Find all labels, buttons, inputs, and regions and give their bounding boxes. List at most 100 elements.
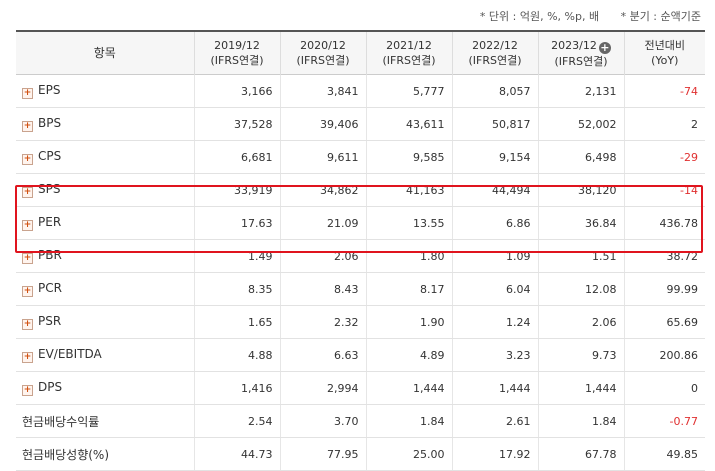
expand-icon[interactable]: + [22,385,33,396]
table-header-row: 항목 2019/12 (IFRS연결) 2020/12 (IFRS연결) 2021/… [16,31,705,75]
value-cell: 8.43 [279,272,366,306]
value-cell: 1.84 [365,404,452,438]
row-label-cell[interactable]: + EV/EBITDA [16,338,194,372]
expand-icon[interactable]: + [22,253,33,264]
value-cell: 2 [623,107,705,141]
add-column-icon[interactable]: + [598,40,611,54]
expand-icon[interactable]: + [22,121,33,132]
value-cell: 6,681 [193,140,280,174]
financial-ratio-table: 항목 2019/12 (IFRS연결) 2020/12 (IFRS연결) 2021/… [16,30,705,471]
value-cell: 3,841 [279,74,366,108]
value-cell: 1,444 [451,371,538,405]
row-label: SPS [38,182,61,196]
value-cell: 50,817 [451,107,538,141]
expand-icon[interactable]: + [22,220,33,231]
value-cell: 38,120 [537,173,624,207]
value-cell: 1.84 [537,404,624,438]
value-cell: 25.00 [365,437,452,471]
table-row: + EV/EBITDA 4.88 6.63 4.89 3.23 9.73 200.86 [16,338,705,372]
row-label-cell: 현금배당성향(%) [16,437,194,471]
value-cell: -0.77 [623,404,705,438]
table-row: 현금배당성향(%) 44.73 77.95 25.00 17.92 67.78 49.85 [16,437,705,471]
table-row: + SPS 33,919 34,862 41,163 44,494 38,120 -14 [16,173,705,207]
expand-icon[interactable]: + [22,286,33,297]
table-row: + BPS 37,528 39,406 43,611 50,817 52,002 2 [16,107,705,141]
value-cell: 9,154 [451,140,538,174]
value-cell: 9.73 [537,338,624,372]
table-row: + PER 17.63 21.09 13.55 6.86 36.84 436.78 [16,206,705,240]
expand-icon[interactable]: + [22,187,33,198]
value-cell: 1.49 [193,239,280,273]
table-row: + PCR 8.35 8.43 8.17 6.04 12.08 99.99 [16,272,705,306]
value-cell: 9,611 [279,140,366,174]
table-row: 현금배당수익률 2.54 3.70 1.84 2.61 1.84 -0.77 [16,404,705,438]
row-label-cell[interactable]: + CPS [16,140,194,174]
value-cell: 8.35 [193,272,280,306]
value-cell: 49.85 [623,437,705,471]
value-cell: 77.95 [279,437,366,471]
value-cell: 1.09 [451,239,538,273]
value-cell: 44.73 [193,437,280,471]
value-cell: 3,166 [193,74,280,108]
row-label-cell[interactable]: + DPS [16,371,194,405]
table-row: + CPS 6,681 9,611 9,585 9,154 6,498 -29 [16,140,705,174]
row-label-cell[interactable]: + PBR [16,239,194,273]
value-cell: 17.92 [451,437,538,471]
row-label-cell[interactable]: + SPS [16,173,194,207]
value-cell: 0 [623,371,705,405]
value-cell: 2,131 [537,74,624,108]
value-cell: 37,528 [193,107,280,141]
value-cell: 33,919 [193,173,280,207]
row-label-cell[interactable]: + BPS [16,107,194,141]
value-cell: -29 [623,140,705,174]
period-note: * 분기 : 순액기준 [620,10,701,23]
value-cell: 1.65 [193,305,280,339]
value-cell: 34,862 [279,173,366,207]
header-2019: 2019/12 (IFRS연결) [193,31,280,75]
row-label: EV/EBITDA [38,347,102,361]
value-cell: 4.89 [365,338,452,372]
value-cell: 3.23 [451,338,538,372]
expand-icon[interactable]: + [22,352,33,363]
row-label: 현금배당수익률 [22,414,100,429]
value-cell: 65.69 [623,305,705,339]
value-cell: -14 [623,173,705,207]
row-label: PSR [38,314,62,328]
header-item: 항목 [16,31,194,75]
table-row: + PBR 1.49 2.06 1.80 1.09 1.51 38.72 [16,239,705,273]
value-cell: 43,611 [365,107,452,141]
value-cell: -74 [623,74,705,108]
row-label-cell[interactable]: + PSR [16,305,194,339]
row-label-cell[interactable]: + PCR [16,272,194,306]
expand-icon[interactable]: + [22,319,33,330]
value-cell: 200.86 [623,338,705,372]
value-cell: 2.06 [537,305,624,339]
header-2022: 2022/12 (IFRS연결) [451,31,538,75]
table-row: + EPS 3,166 3,841 5,777 8,057 2,131 -74 [16,74,705,108]
value-cell: 2.32 [279,305,366,339]
value-cell: 21.09 [279,206,366,240]
value-cell: 1.80 [365,239,452,273]
row-label-cell[interactable]: + EPS [16,74,194,108]
value-cell: 2.54 [193,404,280,438]
value-cell: 1.24 [451,305,538,339]
value-cell: 8.17 [365,272,452,306]
row-label-cell[interactable]: + PER [16,206,194,240]
value-cell: 6,498 [537,140,624,174]
value-cell: 3.70 [279,404,366,438]
expand-icon[interactable]: + [22,154,33,165]
value-cell: 6.86 [451,206,538,240]
value-cell: 2,994 [279,371,366,405]
value-cell: 67.78 [537,437,624,471]
value-cell: 2.61 [451,404,538,438]
value-cell: 4.88 [193,338,280,372]
value-cell: 9,585 [365,140,452,174]
expand-icon[interactable]: + [22,88,33,99]
value-cell: 52,002 [537,107,624,141]
value-cell: 36.84 [537,206,624,240]
value-cell: 8,057 [451,74,538,108]
value-cell: 12.08 [537,272,624,306]
value-cell: 99.99 [623,272,705,306]
unit-note: * 단위 : 억원, %, %p, 배 [479,10,600,23]
value-cell: 436.78 [623,206,705,240]
